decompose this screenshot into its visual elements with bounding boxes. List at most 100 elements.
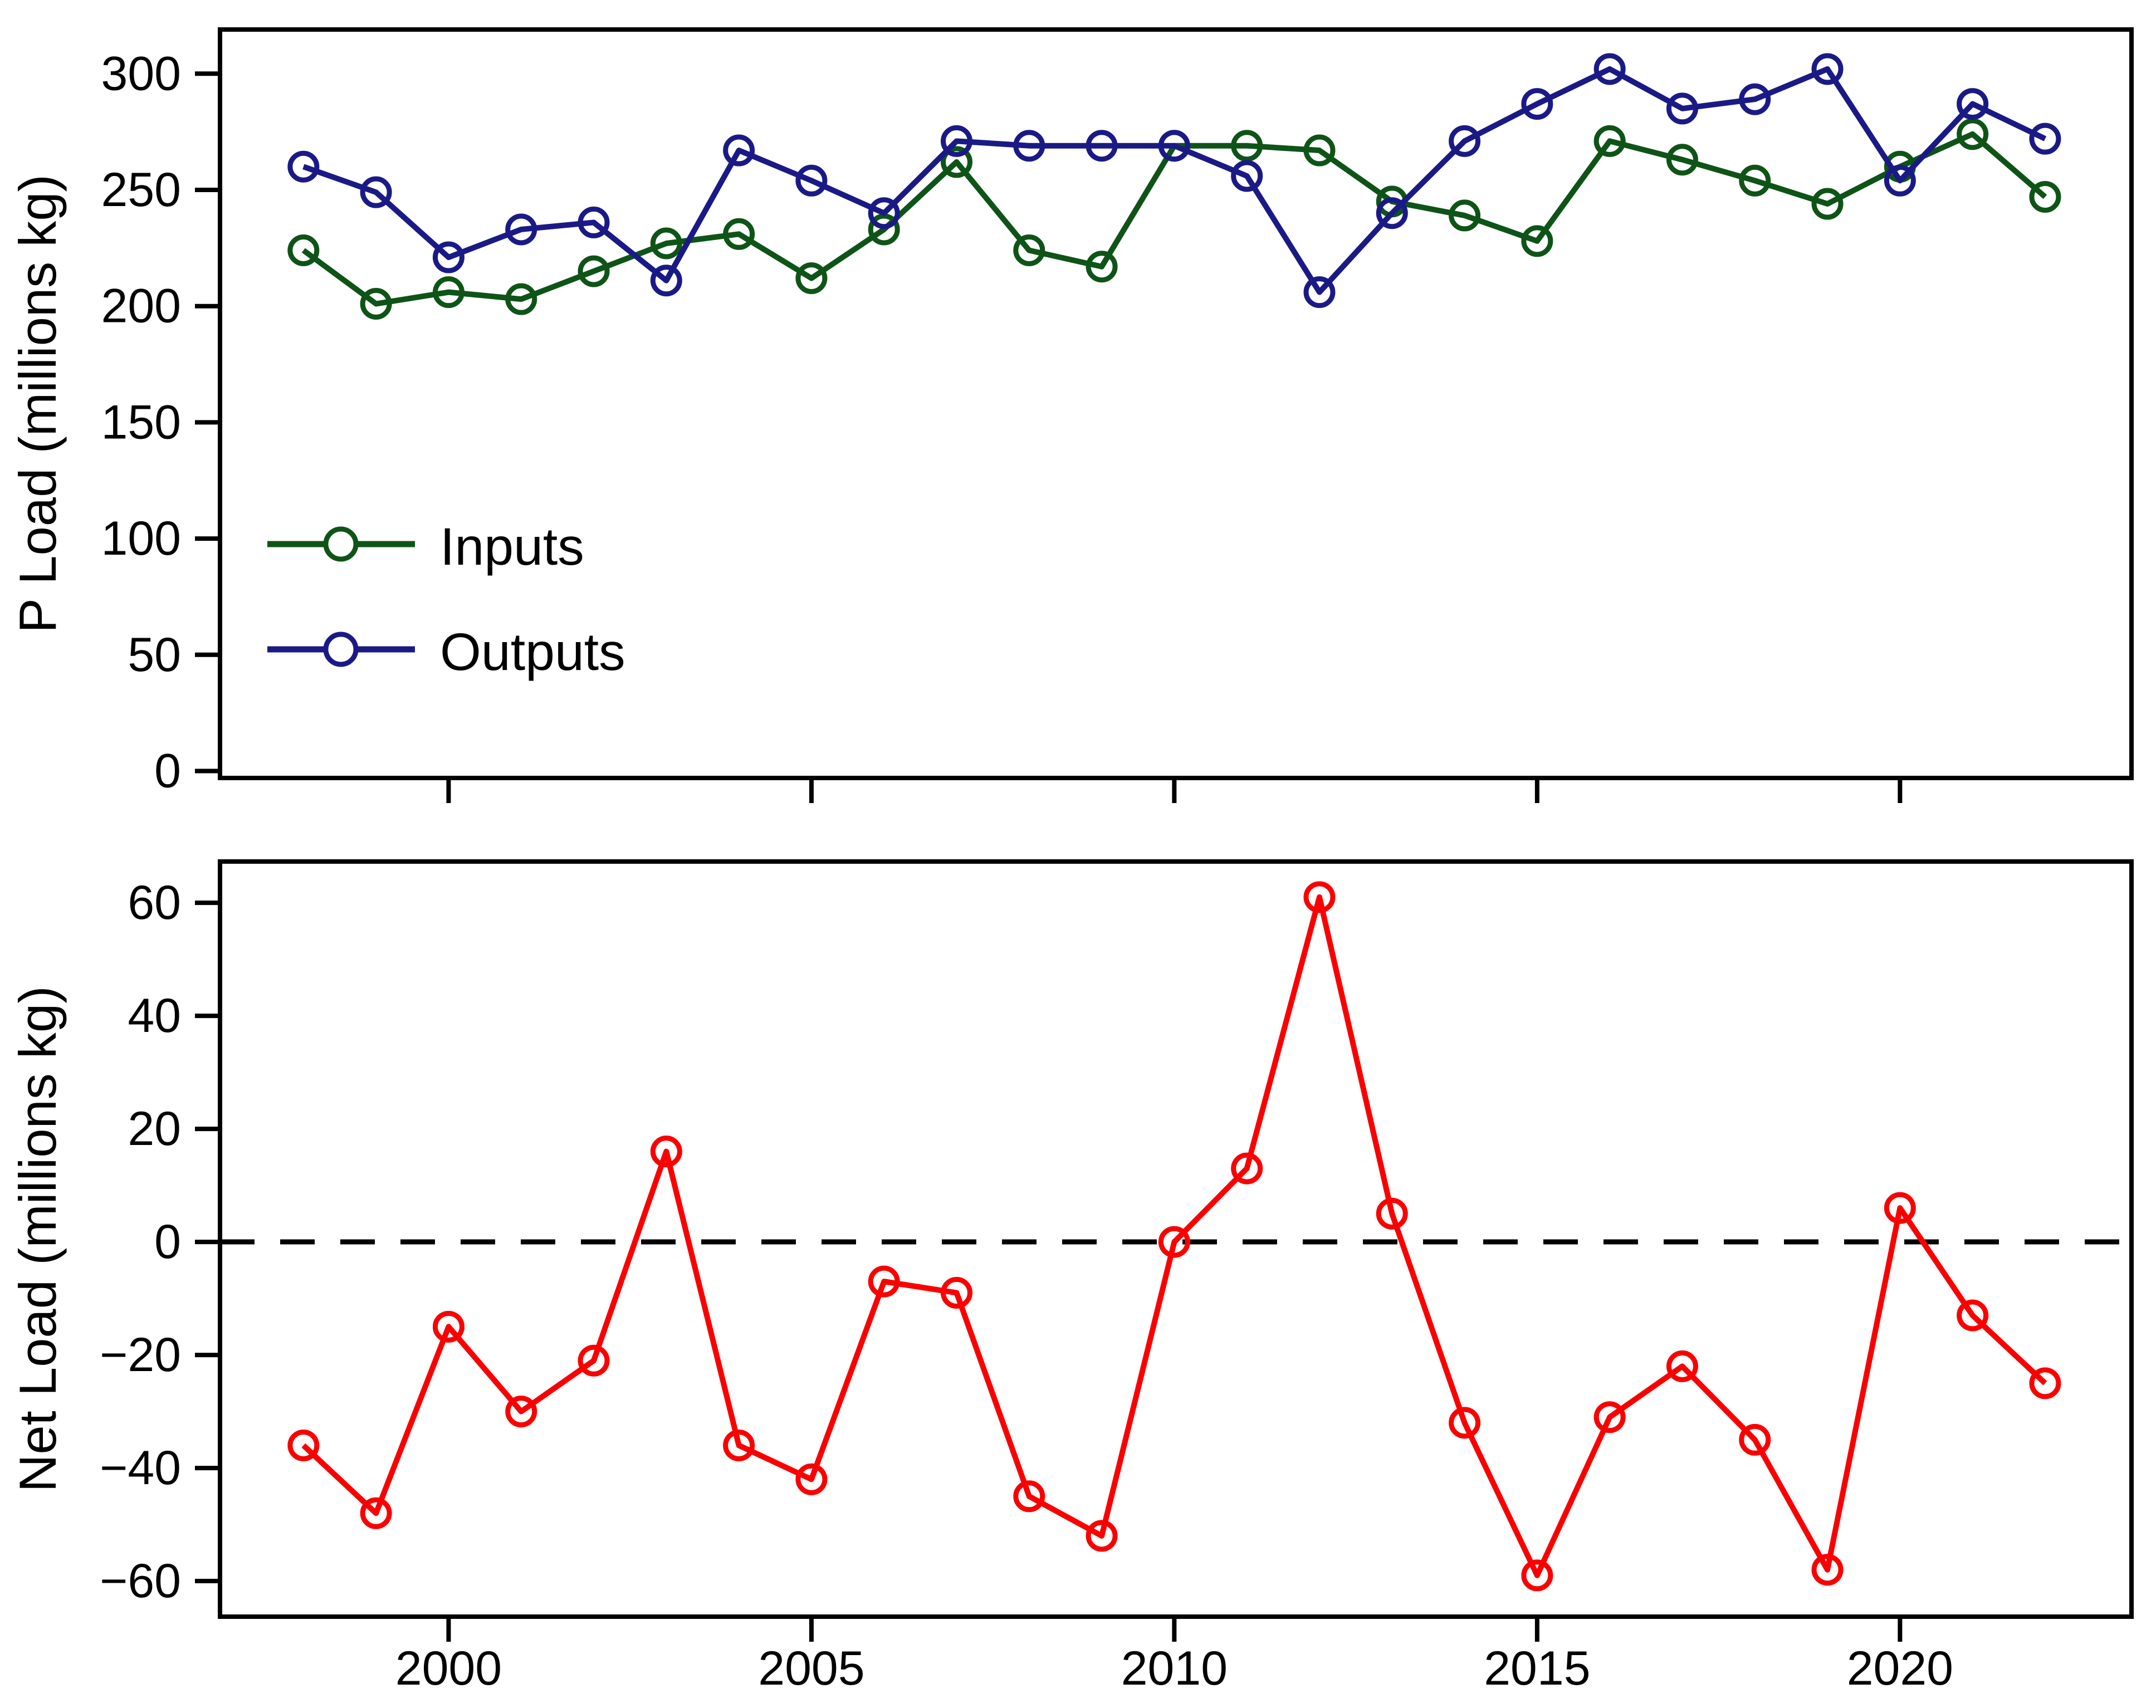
outputs-marker bbox=[723, 134, 755, 167]
net-marker bbox=[1666, 1350, 1698, 1382]
series-lines bbox=[287, 53, 2061, 320]
inputs-legend-label: Inputs bbox=[440, 517, 584, 576]
y-tick-label: 0 bbox=[154, 1215, 181, 1269]
x-tick-label: 2020 bbox=[1847, 1642, 1953, 1695]
inputs-marker bbox=[287, 234, 320, 267]
inputs-marker bbox=[578, 255, 610, 287]
x-axis-ticks bbox=[446, 778, 1903, 803]
inputs-marker bbox=[650, 227, 682, 260]
y-tick-label: −60 bbox=[100, 1554, 181, 1608]
inputs-marker bbox=[505, 283, 537, 315]
net-marker bbox=[1013, 1480, 1045, 1513]
net-marker bbox=[578, 1344, 610, 1377]
x-axis-ticks: 2000 2005 2010 2015 2020 bbox=[395, 1617, 1953, 1695]
inputs-marker bbox=[432, 276, 465, 309]
outputs-marker bbox=[1086, 130, 1118, 162]
inputs-marker bbox=[1303, 134, 1336, 167]
net-marker bbox=[723, 1429, 755, 1461]
inputs-marker bbox=[1231, 130, 1263, 162]
y-tick-label: 100 bbox=[101, 512, 182, 565]
net-marker bbox=[432, 1310, 465, 1343]
y-tick-label: 40 bbox=[128, 989, 181, 1043]
y-tick-label: 150 bbox=[101, 395, 182, 449]
net-marker bbox=[1086, 1520, 1118, 1552]
x-tick-label: 2015 bbox=[1484, 1642, 1590, 1695]
inputs-marker bbox=[1666, 144, 1698, 176]
net-marker bbox=[505, 1396, 537, 1428]
outputs-marker bbox=[1739, 83, 1771, 115]
net-marker bbox=[287, 1429, 320, 1461]
outputs-marker bbox=[1521, 88, 1553, 120]
net-marker bbox=[1884, 1192, 1916, 1224]
outputs-marker bbox=[360, 176, 392, 208]
y-tick-label: 20 bbox=[128, 1102, 181, 1156]
net-marker bbox=[1957, 1299, 1989, 1332]
outputs-marker bbox=[2029, 123, 2061, 155]
inputs-marker bbox=[1449, 199, 1481, 232]
x-tick-label: 2000 bbox=[395, 1642, 502, 1695]
net-marker bbox=[1303, 881, 1336, 913]
outputs-marker bbox=[1231, 160, 1263, 192]
y-axis-ticks: 0 50 100 150 200 250 300 bbox=[101, 47, 220, 797]
outputs-marker bbox=[505, 213, 537, 246]
outputs-marker bbox=[795, 164, 828, 197]
y-tick-label: 0 bbox=[154, 744, 181, 797]
inputs-marker bbox=[1739, 164, 1771, 197]
inputs-marker bbox=[1593, 125, 1626, 157]
outputs-marker bbox=[1303, 276, 1336, 309]
net-marker bbox=[2029, 1367, 2061, 1399]
outputs-marker bbox=[1449, 125, 1481, 157]
net-marker bbox=[1449, 1407, 1481, 1439]
x-tick-label: 2005 bbox=[758, 1642, 864, 1695]
net-marker bbox=[941, 1276, 973, 1309]
outputs-marker bbox=[650, 265, 682, 297]
outputs-marker bbox=[287, 150, 320, 183]
outputs-marker bbox=[432, 241, 465, 273]
outputs-marker bbox=[1811, 53, 1844, 85]
inputs-marker bbox=[941, 146, 973, 178]
net-marker bbox=[1231, 1152, 1263, 1185]
net-marker bbox=[1521, 1559, 1553, 1592]
net-load-panel: −60 −40 −20 0 20 40 60 2000 2005 2010 2015 2020 Ne… bbox=[8, 859, 2134, 1695]
inputs-marker bbox=[1811, 188, 1844, 220]
outputs-marker bbox=[1666, 92, 1698, 125]
y-axis-ticks: −60 −40 −20 0 20 40 60 bbox=[100, 876, 220, 1608]
net-marker bbox=[1376, 1197, 1408, 1230]
legend: Inputs Outputs bbox=[267, 517, 625, 682]
outputs-marker bbox=[1884, 164, 1916, 197]
net-marker bbox=[360, 1497, 392, 1529]
top-y-axis-label: P Load (millions kg) bbox=[8, 174, 67, 633]
y-tick-label: −40 bbox=[100, 1441, 181, 1495]
net-marker bbox=[1158, 1226, 1190, 1258]
series-lines bbox=[287, 881, 2061, 1592]
inputs-legend-marker bbox=[323, 526, 359, 562]
inputs-marker bbox=[1013, 234, 1045, 267]
outputs-marker bbox=[1158, 130, 1190, 162]
legend-item-inputs: Inputs bbox=[267, 517, 584, 576]
y-tick-label: 50 bbox=[128, 628, 181, 682]
inputs-marker bbox=[360, 288, 392, 320]
outputs-marker bbox=[941, 125, 973, 157]
inputs-marker bbox=[723, 218, 755, 250]
outputs-marker bbox=[1013, 130, 1045, 162]
outputs-marker bbox=[1593, 53, 1626, 85]
inputs-marker bbox=[795, 262, 828, 295]
outputs-line bbox=[302, 66, 2047, 295]
y-tick-label: 60 bbox=[128, 876, 181, 929]
outputs-marker bbox=[1957, 88, 1989, 120]
inputs-marker bbox=[868, 213, 900, 246]
net-marker bbox=[1739, 1423, 1771, 1456]
inputs-marker bbox=[1086, 251, 1118, 283]
inputs-marker bbox=[2029, 181, 2061, 213]
y-tick-label: 250 bbox=[101, 163, 182, 217]
inputs-marker bbox=[1957, 118, 1989, 150]
y-tick-label: 200 bbox=[101, 280, 182, 333]
legend-item-outputs: Outputs bbox=[267, 623, 625, 682]
outputs-marker bbox=[868, 197, 900, 229]
y-tick-label: 300 bbox=[101, 47, 182, 100]
net-marker bbox=[650, 1136, 682, 1168]
outputs-legend-marker bbox=[323, 632, 359, 667]
outputs-legend-label: Outputs bbox=[440, 623, 625, 682]
x-tick-label: 2010 bbox=[1121, 1642, 1228, 1695]
